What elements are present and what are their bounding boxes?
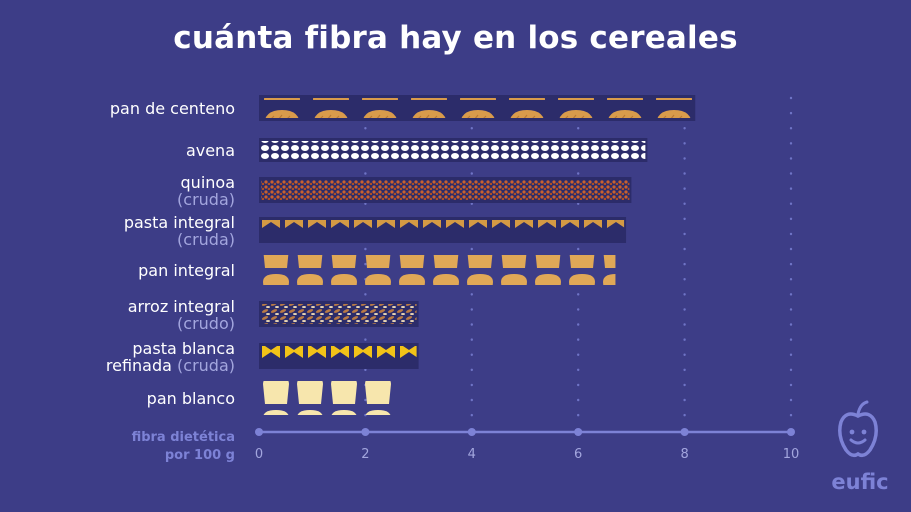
x-tick-label: 2 [361, 447, 369, 462]
bar [259, 255, 616, 285]
category-label-sub: (cruda) [177, 190, 235, 209]
x-axis-title-line2: por 100 g [165, 448, 235, 463]
eufic-logo: eufic [831, 470, 889, 494]
chart-title: cuánta fibra hay en los cereales [173, 20, 738, 56]
x-tick-label: 4 [468, 447, 476, 462]
bar [261, 180, 630, 200]
apple-face-icon [838, 400, 878, 458]
x-axis: 0 2 4 6 8 10 [255, 428, 799, 462]
grid-lines [364, 96, 793, 426]
x-axis-tick [574, 428, 583, 436]
bar [259, 381, 392, 415]
category-label: pan de centeno [110, 99, 235, 118]
x-axis-tick [680, 428, 689, 436]
category-label: pan integral [138, 261, 235, 280]
category-label-sub: (cruda) [177, 230, 235, 249]
category-label: pasta blanca [132, 339, 235, 358]
category-label-sub: (crudo) [177, 314, 235, 333]
x-tick-label: 0 [255, 447, 263, 462]
category-label: avena [186, 141, 235, 160]
category-label: pan blanco [147, 389, 235, 408]
x-tick-label: 10 [783, 447, 800, 462]
category-label: arroz integral [128, 297, 235, 316]
category-label: quinoa [181, 173, 235, 192]
bar [261, 220, 625, 240]
bar [261, 98, 694, 118]
bars [259, 95, 696, 415]
x-axis-title-line1: fibra dietética [132, 430, 235, 445]
category-label: pasta integral [124, 213, 235, 232]
bar [261, 346, 417, 366]
x-tick-label: 6 [574, 447, 582, 462]
category-label-line2: refinada (cruda) [106, 356, 235, 375]
x-axis-tick [361, 428, 370, 436]
bar [261, 141, 646, 159]
x-axis-tick [255, 428, 263, 436]
x-axis-tick [467, 428, 476, 436]
bar [261, 304, 417, 324]
x-tick-label: 8 [680, 447, 688, 462]
x-axis-tick [787, 428, 795, 436]
